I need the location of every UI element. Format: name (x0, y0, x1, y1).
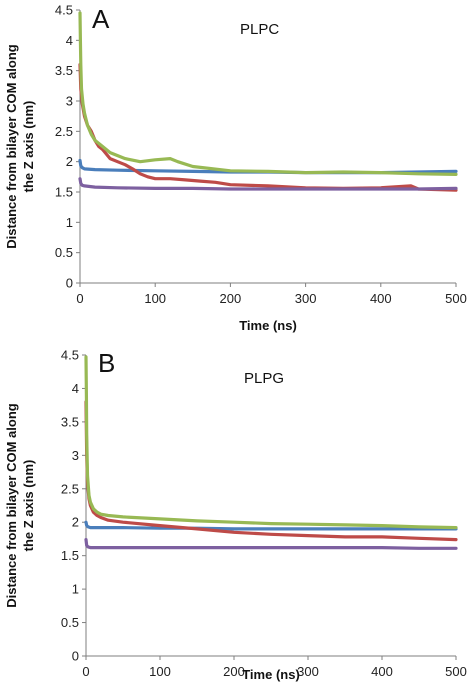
series-line-3 (84, 355, 458, 530)
x-tick-label: 100 (144, 291, 166, 306)
y-axis-title-line: Distance from bilayer COM along (4, 44, 19, 248)
y-tick-label: 0 (72, 649, 79, 664)
y-tick-label: 3 (66, 94, 73, 109)
x-tick-label: 200 (223, 664, 245, 679)
y-tick-label: 4 (72, 381, 79, 396)
y-tick-label: 3 (72, 448, 79, 463)
y-tick-label: 2.5 (55, 124, 73, 139)
series-line-4 (78, 177, 458, 191)
y-tick-label: 1.5 (61, 548, 79, 563)
panel-a: 0 0.5 1 1.5 2 2.5 3 3.5 4 4.5 0 100 200 300 400 500 A PLP… (4, 3, 467, 334)
x-tick-label: 500 (445, 664, 467, 679)
x-axis-title: Time (ns) (239, 318, 297, 333)
y-tick-label: 1 (72, 582, 79, 597)
y-axis-title-line: the Z axis (nm) (21, 460, 36, 552)
y-tick-label: 0 (66, 276, 73, 291)
panel-letter: A (92, 4, 110, 34)
panel-letter: B (98, 348, 115, 378)
y-tick-label: 4.5 (55, 3, 73, 18)
y-axis-title: Distance from bilayer COM along the Z axi… (4, 403, 36, 607)
y-tick-label: 1 (66, 215, 73, 230)
chart-title: PLPG (244, 370, 284, 387)
x-axis-title: Time (ns) (242, 667, 300, 682)
y-tick-label: 0.5 (61, 615, 79, 630)
y-tick-label: 2.5 (61, 481, 79, 496)
y-tick-label: 4.5 (61, 348, 79, 363)
y-axis-title-line: Distance from bilayer COM along (4, 403, 19, 607)
chart-title: PLPC (240, 21, 279, 38)
x-tick-label: 0 (76, 291, 83, 306)
x-tick-label: 300 (297, 664, 319, 679)
y-tick-label: 3.5 (55, 63, 73, 78)
x-tick-label: 200 (220, 291, 242, 306)
x-tick-label: 500 (445, 291, 467, 306)
series-line-3 (78, 11, 458, 176)
x-tick-label: 400 (371, 664, 393, 679)
y-tick-label: 1.5 (55, 185, 73, 200)
y-axis-title-line: the Z axis (nm) (21, 101, 36, 193)
y-axis-title: Distance from bilayer COM along the Z axi… (4, 44, 36, 248)
series-line-4 (84, 537, 458, 550)
y-tick-label: 3.5 (61, 414, 79, 429)
x-tick-label: 100 (149, 664, 171, 679)
y-tick-label: 2 (72, 515, 79, 530)
y-tick-label: 0.5 (55, 245, 73, 260)
panel-b: 0 0.5 1 1.5 2 2.5 3 3.5 4 4.5 0 100 200 300 400 500 B PLP… (4, 348, 467, 683)
x-tick-label: 0 (82, 664, 89, 679)
y-tick-label: 4 (66, 33, 73, 48)
x-tick-label: 300 (295, 291, 317, 306)
y-tick-label: 2 (66, 154, 73, 169)
x-tick-label: 400 (370, 291, 392, 306)
